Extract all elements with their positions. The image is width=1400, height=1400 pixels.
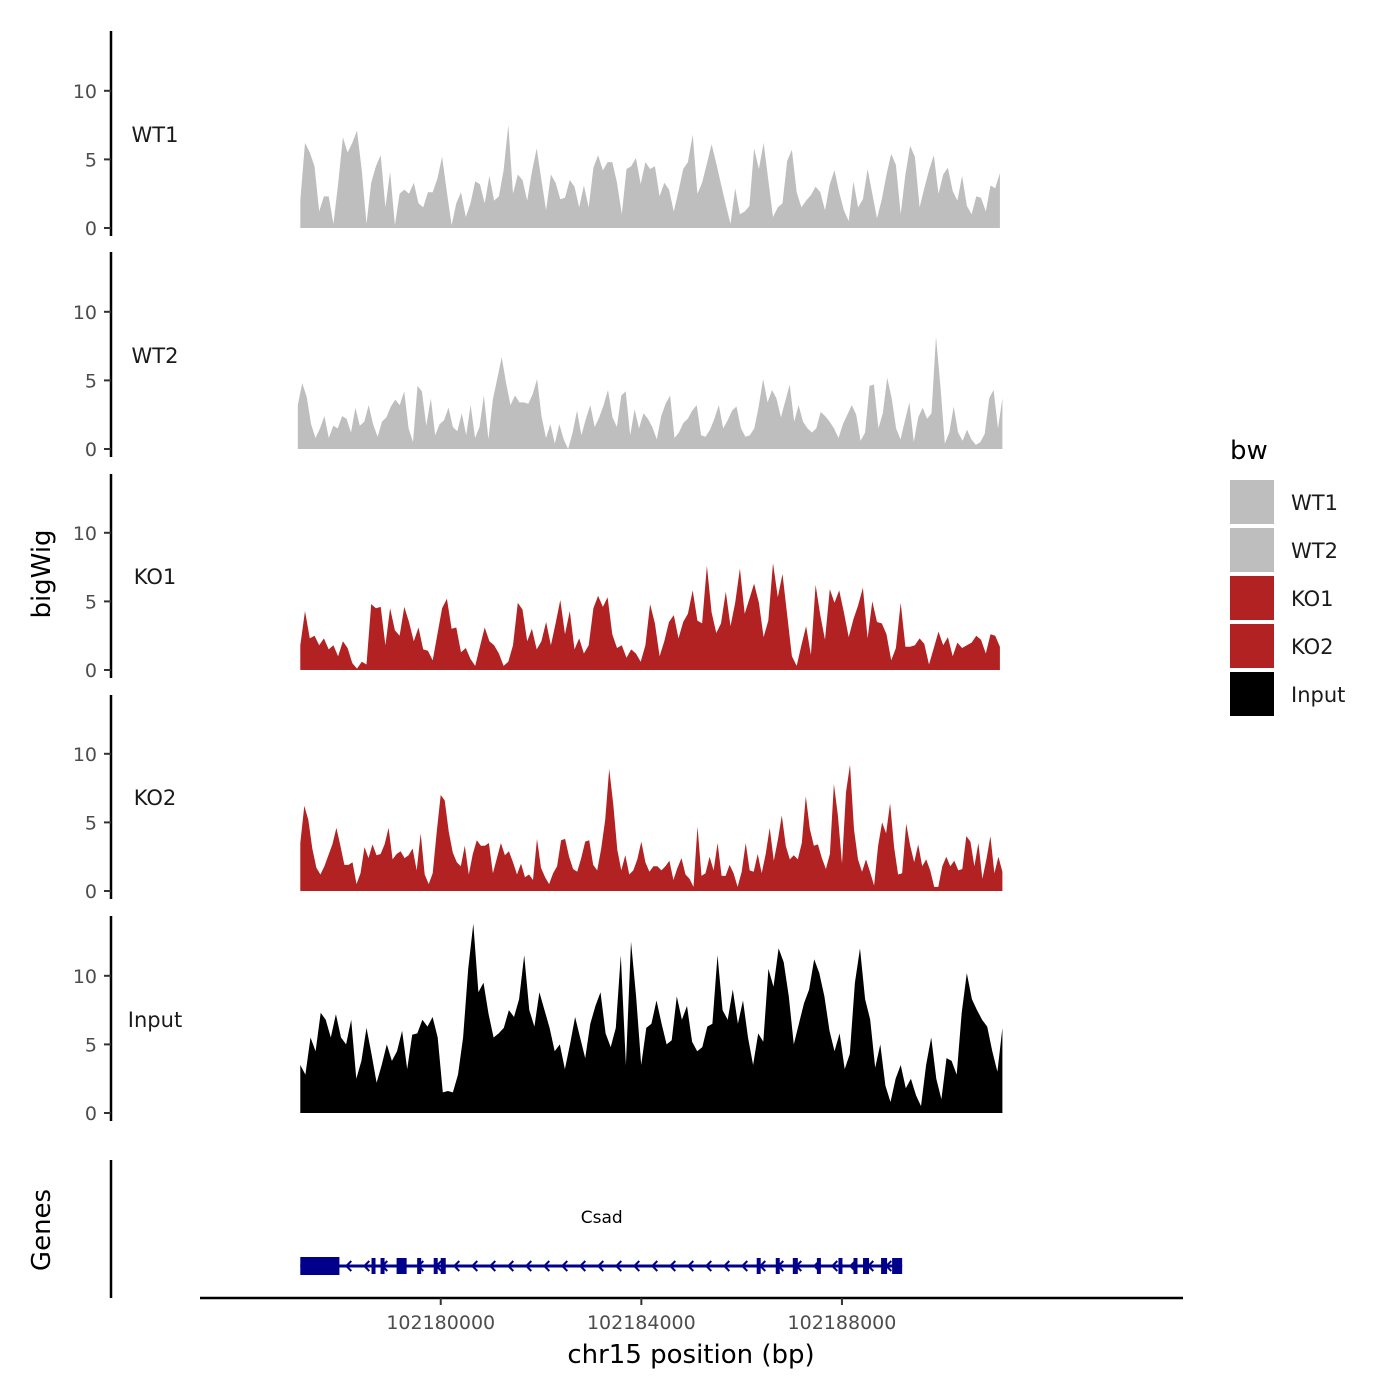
- track-label-input: Input: [128, 1008, 182, 1032]
- gene-exon: [863, 1258, 870, 1274]
- legend-label-wt1: WT1: [1291, 491, 1338, 515]
- strand-arrow: [596, 1260, 605, 1272]
- genes-axis-title: Genes: [27, 1189, 57, 1271]
- y-tick-label: 10: [73, 81, 97, 103]
- strand-arrow: [704, 1260, 713, 1272]
- legend-key-ko2: [1230, 624, 1274, 668]
- gene-track-panel: Csad: [109, 1160, 903, 1298]
- y-tick-label: 5: [85, 149, 97, 171]
- coverage-area-wt2: [297, 336, 1003, 449]
- legend-label-ko1: KO1: [1291, 587, 1334, 611]
- gene-exon: [371, 1258, 376, 1274]
- strand-arrow: [344, 1260, 353, 1272]
- gene-exon: [396, 1258, 407, 1274]
- coverage-area-input: [300, 923, 1003, 1113]
- coverage-area-ko2: [300, 764, 1003, 891]
- y-tick-label: 0: [85, 1103, 97, 1125]
- strand-arrow: [830, 1260, 839, 1272]
- track-panel-input: 0 5 10 Input: [73, 916, 1003, 1125]
- legend-label-ko2: KO2: [1291, 635, 1334, 659]
- gene-exon: [417, 1258, 422, 1274]
- gene-exon: [756, 1258, 761, 1274]
- strand-arrow: [542, 1260, 551, 1272]
- x-axis-title: chr15 position (bp): [567, 1340, 814, 1370]
- track-panel-ko1: 0 5 10 KO1: [73, 474, 1000, 682]
- gene-exon: [300, 1257, 340, 1275]
- track-label-wt1: WT1: [132, 123, 179, 147]
- gene-exon: [881, 1258, 888, 1274]
- track-label-ko2: KO2: [134, 786, 177, 810]
- strand-arrow: [506, 1260, 515, 1272]
- gene-exon: [440, 1258, 446, 1274]
- gene-exon: [792, 1258, 798, 1274]
- y-tick-label: 0: [85, 218, 97, 240]
- strand-arrow: [614, 1260, 623, 1272]
- legend-key-wt2: [1230, 528, 1274, 572]
- gene-exon: [775, 1258, 780, 1274]
- strand-arrow: [362, 1260, 371, 1272]
- gene-exon: [816, 1258, 821, 1274]
- coverage-area-ko1: [300, 563, 1000, 670]
- y-tick-label: 10: [73, 302, 97, 324]
- y-tick-label: 10: [73, 523, 97, 545]
- strand-arrow: [668, 1260, 677, 1272]
- strand-arrow: [578, 1260, 587, 1272]
- track-label-ko1: KO1: [134, 565, 177, 589]
- x-axis: 102180000 102184000 102188000 chr15 positi…: [200, 1296, 1183, 1370]
- strand-arrow: [740, 1260, 749, 1272]
- strand-arrow: [560, 1260, 569, 1272]
- strand-arrow: [632, 1260, 641, 1272]
- x-tick-label: 102188000: [788, 1312, 897, 1334]
- y-tick-label: 5: [85, 591, 97, 613]
- strand-arrow: [524, 1260, 533, 1272]
- gene-model: [300, 1257, 903, 1275]
- y-tick-label: 5: [85, 1034, 97, 1056]
- gene-name-label: Csad: [581, 1208, 623, 1228]
- y-tick-label: 0: [85, 439, 97, 461]
- legend-title: bw: [1230, 436, 1268, 466]
- gene-exon: [433, 1258, 438, 1274]
- y-tick-label: 10: [73, 966, 97, 988]
- strand-arrow: [452, 1260, 461, 1272]
- y-tick-label: 5: [85, 812, 97, 834]
- strand-arrow: [722, 1260, 731, 1272]
- legend-key-wt1: [1230, 480, 1274, 524]
- strand-arrow: [488, 1260, 497, 1272]
- legend: bw WT1 WT2 KO1 KO2 Input: [1230, 436, 1345, 716]
- gene-exon: [892, 1258, 903, 1274]
- strand-arrow: [686, 1260, 695, 1272]
- y-tick-label: 5: [85, 370, 97, 392]
- track-panel-wt2: 0 5 10 WT2: [73, 252, 1003, 461]
- legend-key-input: [1230, 672, 1274, 716]
- strand-arrow: [470, 1260, 479, 1272]
- legend-label-input: Input: [1291, 683, 1345, 707]
- legend-label-wt2: WT2: [1291, 539, 1338, 563]
- gene-exon: [838, 1258, 843, 1274]
- y-tick-label: 0: [85, 660, 97, 682]
- gene-exon: [853, 1258, 858, 1274]
- strand-arrow: [650, 1260, 659, 1272]
- y-axis-title: bigWig: [27, 529, 57, 618]
- legend-key-ko1: [1230, 576, 1274, 620]
- y-tick-label: 0: [85, 881, 97, 903]
- gene-exon: [380, 1258, 385, 1274]
- y-tick-label: 10: [73, 744, 97, 766]
- x-tick-label: 102184000: [587, 1312, 696, 1334]
- x-tick-label: 102180000: [386, 1312, 495, 1334]
- track-panel-wt1: 0 5 10 WT1: [73, 31, 1000, 240]
- coverage-area-wt1: [300, 125, 1000, 228]
- track-label-wt2: WT2: [132, 344, 179, 368]
- track-panel-ko2: 0 5 10 KO2: [73, 695, 1003, 903]
